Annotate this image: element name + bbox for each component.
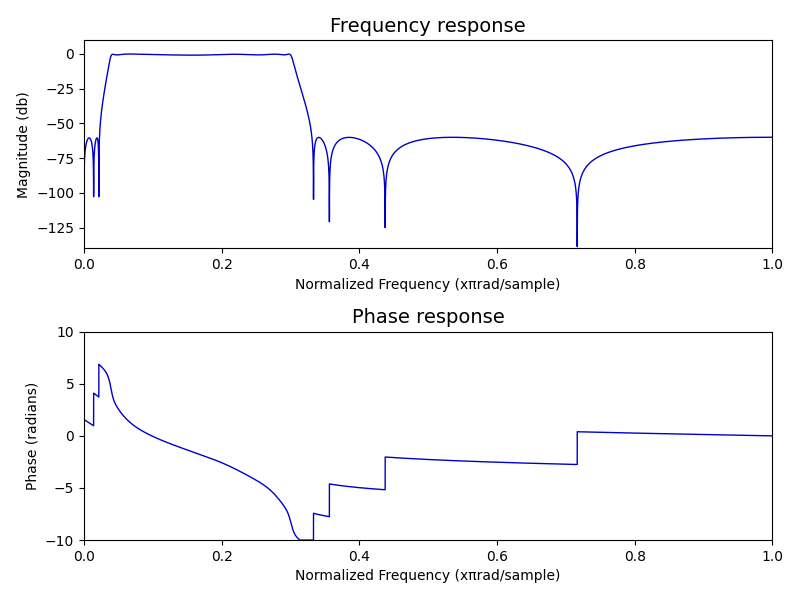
Y-axis label: Phase (radians): Phase (radians)	[26, 382, 39, 490]
X-axis label: Normalized Frequency (xπrad/sample): Normalized Frequency (xπrad/sample)	[295, 569, 561, 583]
Y-axis label: Magnitude (db): Magnitude (db)	[17, 91, 30, 197]
X-axis label: Normalized Frequency (xπrad/sample): Normalized Frequency (xπrad/sample)	[295, 278, 561, 292]
Title: Frequency response: Frequency response	[330, 17, 526, 35]
Title: Phase response: Phase response	[352, 308, 505, 328]
